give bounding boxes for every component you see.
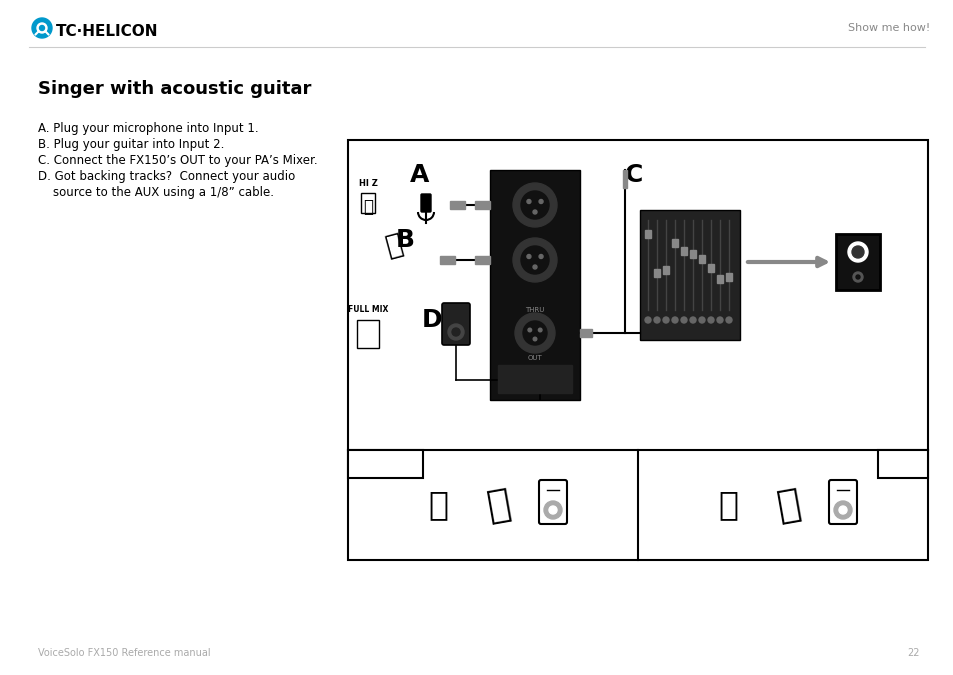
Circle shape (37, 23, 47, 33)
Text: C. Connect the FX150’s OUT to your PA’s Mixer.: C. Connect the FX150’s OUT to your PA’s … (38, 154, 317, 167)
Bar (639, 210, 740, 340)
Bar (680, 232, 686, 240)
Bar (717, 246, 722, 254)
Circle shape (32, 18, 52, 38)
Text: FX150: FX150 (354, 456, 408, 472)
Text: Singer with acoustic guitar: Singer with acoustic guitar (38, 80, 311, 98)
Circle shape (707, 317, 713, 323)
Text: A: A (410, 163, 429, 187)
Circle shape (855, 275, 859, 279)
Circle shape (689, 317, 696, 323)
Circle shape (538, 200, 542, 203)
Circle shape (680, 317, 686, 323)
Circle shape (838, 506, 846, 514)
Text: 🎸: 🎸 (482, 484, 513, 526)
Circle shape (654, 317, 659, 323)
Circle shape (39, 26, 45, 30)
Bar (475, 201, 490, 209)
Circle shape (452, 328, 459, 336)
Text: 🎸: 🎸 (382, 230, 405, 261)
Bar (356, 320, 378, 348)
Circle shape (533, 265, 537, 269)
Text: 🎤: 🎤 (363, 198, 373, 216)
Bar (579, 329, 592, 337)
Text: P.A.: P.A. (886, 456, 918, 472)
Circle shape (699, 317, 704, 323)
Text: 22: 22 (906, 648, 919, 658)
Bar (877, 450, 927, 478)
Bar (348, 450, 422, 478)
Circle shape (847, 242, 867, 262)
Circle shape (522, 321, 546, 345)
Bar (671, 271, 678, 279)
Text: D. Got backing tracks?  Connect your audio: D. Got backing tracks? Connect your audi… (38, 170, 294, 183)
Bar (654, 256, 659, 264)
Circle shape (537, 328, 541, 332)
Bar (475, 256, 490, 264)
Circle shape (671, 317, 678, 323)
Bar (707, 257, 713, 265)
Bar (497, 365, 572, 393)
Bar (662, 268, 668, 276)
Circle shape (520, 191, 548, 219)
Circle shape (833, 501, 851, 519)
FancyBboxPatch shape (420, 194, 431, 212)
Text: HI Z: HI Z (358, 178, 377, 188)
Text: B: B (395, 228, 414, 252)
Circle shape (526, 200, 531, 203)
Circle shape (527, 328, 531, 332)
Text: A. Plug your microphone into Input 1.: A. Plug your microphone into Input 1. (38, 122, 258, 135)
Circle shape (515, 313, 555, 353)
Circle shape (852, 272, 862, 282)
Circle shape (548, 506, 557, 514)
Text: OUT: OUT (527, 355, 542, 361)
Bar (689, 238, 696, 246)
Text: THRU: THRU (525, 307, 544, 313)
Text: 🎤: 🎤 (428, 489, 448, 522)
Bar (725, 275, 731, 283)
Bar (622, 170, 626, 188)
Text: source to the AUX using a 1/8” cable.: source to the AUX using a 1/8” cable. (38, 186, 274, 199)
Circle shape (538, 254, 542, 259)
Bar (644, 265, 650, 273)
Text: Show me how!: Show me how! (847, 23, 929, 33)
Bar (348, 140, 927, 560)
Text: 🎤: 🎤 (718, 489, 738, 522)
Bar (439, 256, 455, 264)
Text: B. Plug your guitar into Input 2.: B. Plug your guitar into Input 2. (38, 138, 224, 151)
Bar (450, 201, 464, 209)
Circle shape (725, 317, 731, 323)
FancyBboxPatch shape (441, 303, 470, 345)
Circle shape (533, 338, 537, 341)
Text: C: C (624, 163, 642, 187)
Circle shape (662, 317, 668, 323)
Circle shape (644, 317, 650, 323)
Text: 🎸: 🎸 (772, 484, 802, 526)
Text: FULL MIX: FULL MIX (348, 306, 388, 315)
Circle shape (851, 246, 863, 258)
Circle shape (513, 183, 557, 227)
Circle shape (513, 238, 557, 282)
Bar (360, 193, 375, 213)
Bar (699, 274, 704, 282)
Text: VoiceSolo FX150 Reference manual: VoiceSolo FX150 Reference manual (38, 648, 211, 658)
Bar (490, 170, 579, 400)
Text: TC·HELICON: TC·HELICON (56, 24, 158, 40)
FancyBboxPatch shape (828, 480, 856, 524)
Circle shape (717, 317, 722, 323)
Circle shape (448, 324, 463, 340)
Circle shape (520, 246, 548, 274)
Circle shape (543, 501, 561, 519)
Circle shape (526, 254, 531, 259)
Circle shape (533, 210, 537, 214)
Text: D: D (421, 308, 442, 332)
Bar (835, 234, 879, 290)
FancyBboxPatch shape (538, 480, 566, 524)
